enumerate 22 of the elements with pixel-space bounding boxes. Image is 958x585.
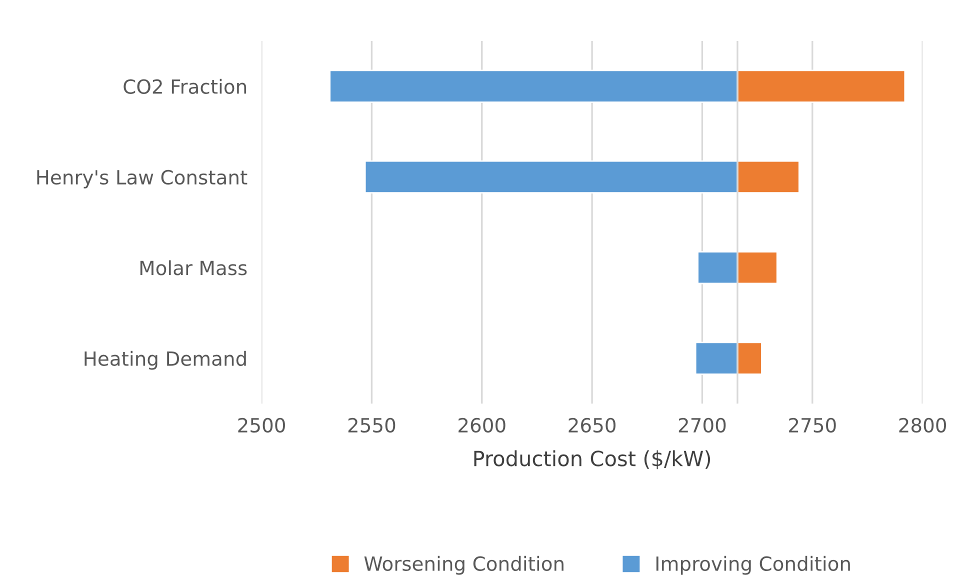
x-tick-label: 2650 bbox=[568, 418, 616, 433]
bar bbox=[736, 70, 906, 103]
x-tick-label: 2600 bbox=[458, 418, 506, 433]
bar bbox=[736, 160, 800, 194]
y-tick-label: CO2 Fraction bbox=[124, 78, 246, 94]
bar bbox=[364, 160, 738, 194]
y-tick-label: Molar Mass bbox=[140, 260, 247, 276]
x-tick-label: 2500 bbox=[238, 418, 285, 433]
y-tick-label: Henry's Law Constant bbox=[37, 170, 248, 188]
legend-label: Worsening Condition bbox=[364, 556, 564, 575]
x-tick-label: 2550 bbox=[348, 418, 396, 433]
bar bbox=[697, 251, 738, 284]
x-tick-label: 2750 bbox=[789, 418, 836, 433]
x-tick-label: 2800 bbox=[899, 418, 946, 433]
x-axis-title: Production Cost ($/kW) bbox=[474, 450, 710, 470]
bar bbox=[329, 70, 738, 103]
y-tick-label: Heating Demand bbox=[84, 350, 246, 370]
bar bbox=[736, 251, 778, 284]
bar bbox=[736, 342, 762, 375]
bar bbox=[694, 342, 738, 375]
legend-label: Improving Condition bbox=[656, 556, 850, 575]
x-tick-label: 2700 bbox=[678, 418, 726, 433]
